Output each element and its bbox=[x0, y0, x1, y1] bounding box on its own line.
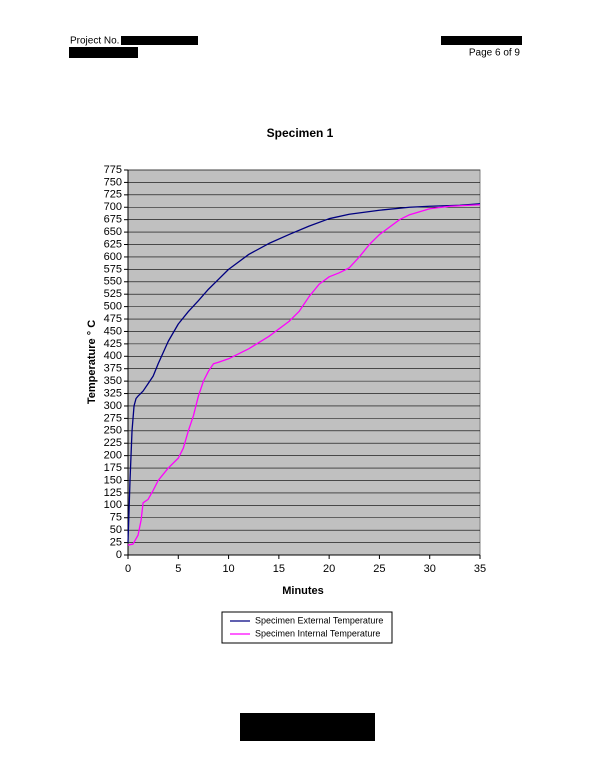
page-number: Page 6 of 9 bbox=[469, 48, 521, 59]
y-tick-label: 425 bbox=[104, 338, 122, 350]
y-tick-label: 450 bbox=[104, 325, 122, 337]
line bbox=[127, 203, 481, 543]
chart-title: Specimen 1 bbox=[267, 126, 334, 140]
y-tick-label: 200 bbox=[104, 450, 122, 462]
y-tick-label: 225 bbox=[104, 437, 122, 449]
x-tick-label: 0 bbox=[125, 563, 131, 575]
y-tick-label: 75 bbox=[110, 512, 122, 524]
y-tick-label: 0 bbox=[116, 549, 122, 561]
y-tick-label: 525 bbox=[104, 288, 122, 300]
y-tick-label: 675 bbox=[104, 214, 122, 226]
y-tick-label: 400 bbox=[104, 350, 122, 362]
y-tick-label: 775 bbox=[104, 164, 122, 176]
y-tick-label: 350 bbox=[104, 375, 122, 387]
legend-label: Specimen External Temperature bbox=[255, 615, 383, 625]
y-tick-label: 550 bbox=[104, 276, 122, 288]
y-tick-label: 125 bbox=[104, 487, 122, 499]
y-tick-label: 325 bbox=[104, 387, 122, 399]
x-tick-label: 10 bbox=[222, 563, 234, 575]
legend bbox=[221, 611, 393, 644]
y-tick-label: 25 bbox=[110, 536, 122, 548]
y-tick-label: 275 bbox=[104, 412, 122, 424]
plot-area bbox=[127, 169, 481, 556]
y-tick-label: 50 bbox=[110, 524, 122, 536]
y-axis-label: Temperature ° C bbox=[86, 320, 98, 404]
y-tick-label: 600 bbox=[104, 251, 122, 263]
redaction bbox=[69, 47, 138, 58]
y-tick-label: 625 bbox=[104, 238, 122, 250]
x-tick-label: 20 bbox=[323, 563, 335, 575]
y-tick-label: 175 bbox=[104, 462, 122, 474]
legend-label: Specimen Internal Temperature bbox=[255, 628, 380, 638]
y-tick-label: 725 bbox=[104, 189, 122, 201]
y-tick-label: 475 bbox=[104, 313, 122, 325]
x-axis-label: Minutes bbox=[282, 585, 324, 597]
y-tick-label: 100 bbox=[104, 499, 122, 511]
y-tick-label: 250 bbox=[104, 425, 122, 437]
x-tick-label: 5 bbox=[175, 563, 181, 575]
y-tick-label: 700 bbox=[104, 201, 122, 213]
x-tick-label: 30 bbox=[424, 563, 436, 575]
y-tick-label: 150 bbox=[104, 474, 122, 486]
redaction bbox=[441, 36, 522, 45]
project-label: Project No. bbox=[70, 36, 119, 47]
y-tick-label: 375 bbox=[104, 363, 122, 375]
line bbox=[127, 204, 481, 546]
x-tick-label: 25 bbox=[373, 563, 385, 575]
y-tick-label: 750 bbox=[104, 176, 122, 188]
y-tick-label: 575 bbox=[104, 263, 122, 275]
redaction bbox=[240, 713, 375, 741]
x-tick-label: 35 bbox=[474, 563, 486, 575]
x-tick-label: 15 bbox=[273, 563, 285, 575]
y-tick-label: 500 bbox=[104, 301, 122, 313]
redaction bbox=[121, 36, 198, 45]
y-tick-label: 300 bbox=[104, 400, 122, 412]
y-tick-label: 650 bbox=[104, 226, 122, 238]
